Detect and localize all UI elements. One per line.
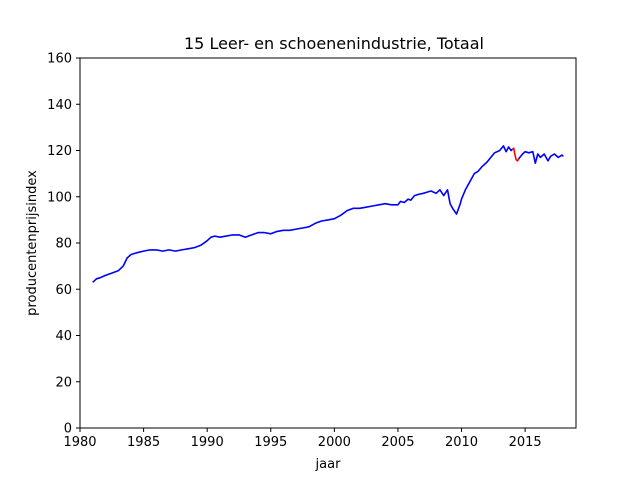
x-tick-label: 2010 [445, 435, 478, 450]
series-line-1 [92, 145, 513, 283]
series-line-3 [518, 150, 564, 164]
x-axis: 1980 1985 1990 1995 2000 2005 2010 2015 [63, 428, 542, 450]
x-tick-label: 1990 [191, 435, 224, 450]
series-layer [92, 145, 564, 283]
y-tick-label: 80 [55, 237, 72, 252]
x-tick-label: 2005 [381, 435, 414, 450]
series-line-2 [511, 147, 520, 162]
y-tick-label: 120 [47, 144, 72, 159]
x-axis-label: jaar [315, 457, 342, 472]
y-tick-label: 60 [55, 283, 72, 298]
plot-frame [79, 57, 577, 429]
y-tick-label: 160 [47, 52, 72, 67]
x-tick-label: 2000 [318, 435, 351, 450]
y-tick-label: 0 [64, 422, 72, 437]
x-tick-label: 1985 [127, 435, 160, 450]
y-axis: 0 20 40 60 80 100 120 140 160 [47, 52, 80, 437]
x-tick-label: 1995 [254, 435, 287, 450]
y-tick-label: 100 [47, 190, 72, 205]
y-tick-label: 40 [55, 329, 72, 344]
y-tick-label: 140 [47, 98, 72, 113]
y-axis-label: producentenprijsindex [25, 170, 40, 316]
y-tick-label: 20 [55, 375, 72, 390]
x-tick-label: 2015 [509, 435, 542, 450]
x-tick-label: 1980 [63, 435, 96, 450]
chart-title: 15 Leer- en schoenenindustrie, Totaal [184, 34, 484, 53]
